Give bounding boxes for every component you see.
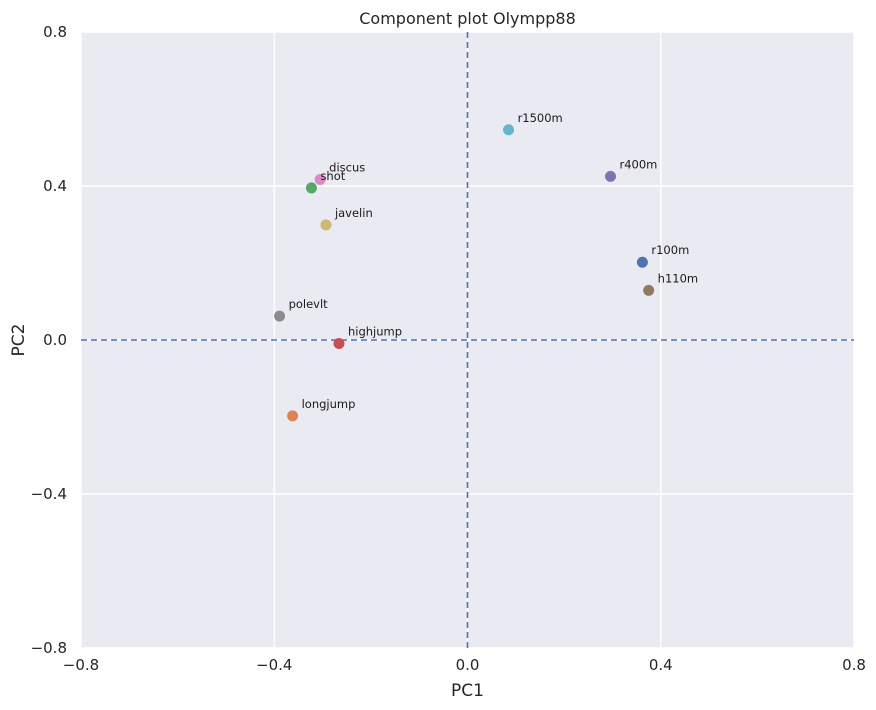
- y-tick-label: 0.8: [43, 23, 67, 41]
- x-tick-label: −0.8: [63, 656, 99, 674]
- point-polevlt: [274, 310, 286, 322]
- point-label-javelin: javelin: [334, 206, 373, 220]
- y-tick-label: 0.4: [43, 177, 67, 195]
- point-label-r1500m: r1500m: [518, 111, 563, 125]
- point-longjump: [287, 410, 299, 422]
- y-axis-ticks: −0.8 −0.4 0.0 0.4 0.8: [31, 23, 67, 657]
- x-tick-label: 0.4: [649, 656, 673, 674]
- point-highjump: [333, 337, 345, 349]
- reference-lines: [81, 32, 854, 648]
- point-h110m: [643, 284, 655, 296]
- y-tick-label: −0.8: [31, 639, 67, 657]
- chart-title: Component plot Olympp88: [359, 9, 576, 28]
- y-tick-label: 0.0: [43, 331, 67, 349]
- point-r100m: [636, 256, 648, 268]
- point-label-highjump: highjump: [348, 324, 402, 338]
- point-label-shot: shot: [320, 169, 345, 183]
- point-label-discus: discus: [329, 160, 365, 174]
- point-label-h110m: h110m: [658, 271, 698, 285]
- point-label-r400m: r400m: [620, 157, 658, 171]
- point-labels: r100m longjump shot highjump r400m h110m discu…: [289, 111, 699, 411]
- x-tick-label: 0.8: [842, 656, 866, 674]
- point-javelin: [320, 219, 332, 231]
- data-points: [274, 124, 655, 422]
- point-shot: [305, 182, 317, 194]
- x-tick-label: −0.4: [256, 656, 292, 674]
- point-r400m: [605, 170, 617, 182]
- x-axis-label: PC1: [451, 681, 484, 701]
- point-label-longjump: longjump: [302, 397, 356, 411]
- point-r1500m: [503, 124, 515, 136]
- x-tick-label: 0.0: [456, 656, 480, 674]
- y-tick-label: −0.4: [31, 485, 67, 503]
- y-axis-label: PC2: [9, 324, 29, 357]
- point-discus: [314, 173, 326, 185]
- point-label-polevlt: polevlt: [289, 297, 329, 311]
- point-label-r100m: r100m: [651, 243, 689, 257]
- x-axis-ticks: −0.8 −0.4 0.0 0.4 0.8: [63, 656, 866, 674]
